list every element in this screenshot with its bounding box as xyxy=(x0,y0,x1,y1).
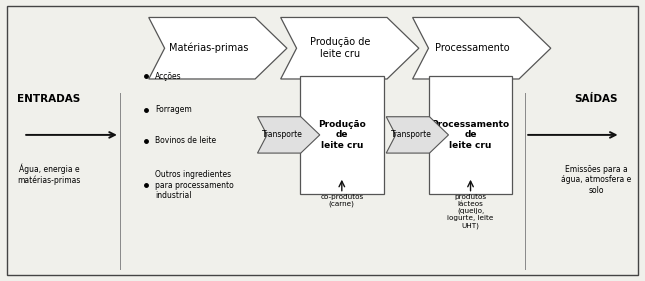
Text: Processamento
de
leite cru: Processamento de leite cru xyxy=(432,120,510,150)
Text: Transporte: Transporte xyxy=(262,130,303,139)
Text: SAÍDAS: SAÍDAS xyxy=(574,94,618,104)
Text: Produção de
leite cru: Produção de leite cru xyxy=(310,37,370,59)
FancyBboxPatch shape xyxy=(7,6,638,275)
Text: Matérias-primas: Matérias-primas xyxy=(168,43,248,53)
Text: Bovinos de leite: Bovinos de leite xyxy=(155,136,216,145)
Text: Acções: Acções xyxy=(155,72,182,81)
Text: Emissões para a
água, atmosfera e
solo: Emissões para a água, atmosfera e solo xyxy=(561,165,631,194)
Text: Processamento: Processamento xyxy=(435,43,510,53)
FancyBboxPatch shape xyxy=(300,76,384,194)
Text: Água, energia e
matérias-primas: Água, energia e matérias-primas xyxy=(17,163,81,185)
Polygon shape xyxy=(413,17,551,79)
Polygon shape xyxy=(257,117,320,153)
Text: produtos
lácteos
(queijo,
iogurte, leite
UHT): produtos lácteos (queijo, iogurte, leite… xyxy=(448,194,493,229)
Polygon shape xyxy=(149,17,287,79)
Text: Outros ingredientes
para processamento
industrial: Outros ingredientes para processamento i… xyxy=(155,170,234,200)
FancyBboxPatch shape xyxy=(429,76,512,194)
Text: Transporte: Transporte xyxy=(391,130,432,139)
Polygon shape xyxy=(386,117,448,153)
Text: ENTRADAS: ENTRADAS xyxy=(17,94,81,104)
Polygon shape xyxy=(281,17,419,79)
Text: Produção
de
leite cru: Produção de leite cru xyxy=(318,120,366,150)
Text: co-produtos
(carne): co-produtos (carne) xyxy=(320,194,363,207)
Text: Forragem: Forragem xyxy=(155,105,192,114)
